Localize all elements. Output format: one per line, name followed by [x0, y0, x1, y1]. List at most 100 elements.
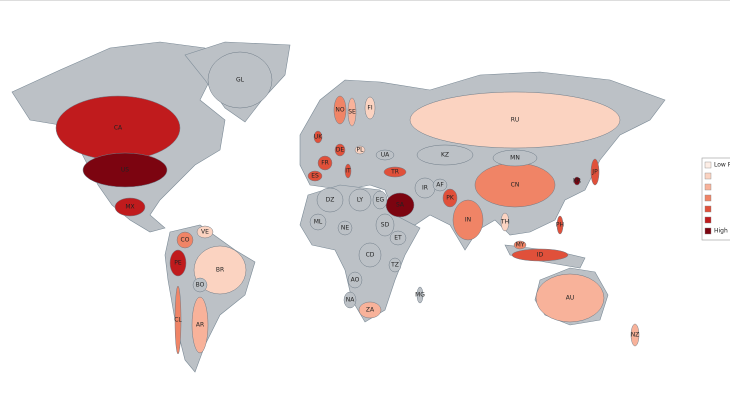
country-label: VE [201, 229, 209, 236]
country-shape [535, 273, 605, 323]
country-label: US [121, 167, 129, 174]
country-label: KZ [441, 152, 449, 159]
country-label: MY [516, 242, 525, 249]
country-shape [169, 249, 187, 277]
country-shape [343, 291, 357, 309]
country-shape [500, 212, 510, 232]
country-label: PH [556, 222, 564, 229]
legend-swatch [704, 194, 712, 202]
country-shape [196, 225, 214, 239]
country-shape [389, 230, 407, 246]
country-label: EG [376, 197, 385, 204]
country-shape [347, 97, 357, 127]
country-label: NA [346, 297, 355, 304]
legend-swatch [704, 161, 712, 169]
country-label: TR [390, 169, 399, 176]
country-label: UK [314, 134, 323, 141]
country-shape [375, 213, 395, 237]
legend-low-label: Low P [714, 162, 730, 169]
country-shape [358, 242, 382, 268]
country-label: UA [381, 152, 390, 159]
country-shape [452, 199, 484, 241]
country-label: AO [351, 277, 360, 284]
country-shape [492, 149, 538, 167]
legend-swatch [704, 183, 712, 191]
country-shape [192, 277, 208, 293]
country-label: ES [311, 173, 319, 180]
country-label: FR [321, 160, 329, 167]
country-shape [513, 240, 527, 250]
country-label: MN [510, 155, 520, 162]
country-shape [348, 188, 372, 212]
country-shape [432, 178, 448, 192]
country-shape [364, 96, 376, 120]
country-label: FI [367, 105, 372, 112]
country-label: NE [341, 225, 349, 232]
country-shape [573, 176, 581, 186]
countries [55, 51, 640, 355]
country-label: ET [394, 235, 402, 242]
country-label: ZA [366, 307, 375, 314]
legend-swatch [704, 227, 712, 235]
country-label: MX [125, 204, 134, 211]
country-label: IR [422, 185, 428, 192]
country-label: BR [216, 267, 224, 274]
country-shape [82, 152, 168, 188]
country-shape [174, 285, 182, 355]
country-label: CO [181, 237, 190, 244]
country-shape [383, 166, 407, 178]
country-label: DE [336, 147, 345, 154]
country-shape [388, 257, 402, 273]
country-label: DZ [326, 197, 335, 204]
country-label: CD [366, 252, 375, 259]
country-label: CN [511, 182, 520, 189]
country-shape [556, 215, 564, 235]
country-label: RU [511, 117, 520, 124]
country-label: PK [446, 195, 455, 202]
country-shape [590, 158, 600, 186]
country-labels: CA US MX GL BR AR CL CO PE BO RU CN IN AU KZ MN SA IR TR FR… [114, 77, 639, 339]
country-label: JP [591, 169, 598, 176]
country-shape [358, 301, 382, 319]
country-shape [372, 190, 388, 210]
country-shape [337, 220, 353, 236]
country-label: PE [174, 260, 182, 267]
country-label: SE [348, 109, 356, 116]
country-label: CL [174, 317, 182, 324]
country-shape [344, 163, 352, 179]
country-label: TZ [390, 262, 399, 269]
country-label: SD [381, 222, 390, 229]
country-shape [317, 155, 333, 171]
country-label: IN [465, 217, 471, 224]
country-label: AR [196, 322, 204, 329]
country-label: AF [436, 182, 444, 189]
country-label: KR [573, 178, 581, 185]
country-label: PL [357, 147, 365, 154]
legend-swatch [704, 172, 712, 180]
country-shape [307, 170, 323, 182]
country-shape [207, 51, 273, 109]
country-shape [630, 323, 640, 347]
country-shape [334, 143, 346, 157]
country-shape [313, 130, 323, 144]
country-shape [347, 271, 363, 289]
country-shape [416, 144, 474, 166]
country-label: SA [396, 202, 405, 209]
country-shape [176, 231, 194, 249]
country-label: IT [345, 168, 351, 175]
country-label: ML [314, 219, 323, 226]
country-label: TH [500, 219, 509, 226]
country-label: NO [335, 107, 344, 114]
country-shape [333, 95, 347, 125]
country-label: MG [415, 292, 425, 299]
country-shape [114, 197, 146, 217]
country-shape [416, 286, 424, 304]
country-shape [316, 187, 344, 213]
country-shape [354, 145, 366, 155]
country-label: CA [114, 125, 123, 132]
country-shape [375, 149, 395, 161]
legend-swatch [704, 216, 712, 224]
legend-high-label: High [714, 228, 728, 235]
country-label: AU [566, 295, 575, 302]
country-shape [442, 188, 458, 208]
